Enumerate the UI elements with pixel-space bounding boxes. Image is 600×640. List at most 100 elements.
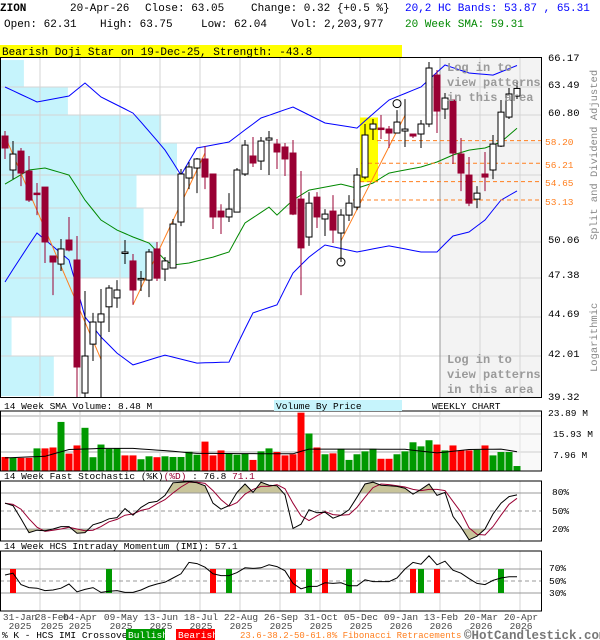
x-axis: 31-Jan202528-Feb202504-Apr202509-May2025… [3,612,538,632]
bullish-candle [393,121,401,134]
sma-value: 20 Week SMA: 59.31 [405,19,524,31]
volume-bar [401,451,409,471]
bullish-legend: Bullish [128,630,168,640]
imi-line [4,555,518,593]
volume-bar [57,421,65,471]
x-tick-label: 31-Jan [3,612,37,623]
x-tick-year: 2026 [470,621,493,632]
bullish-candle [353,174,361,208]
imi-panel [0,550,542,612]
volume-bar [177,456,185,471]
bullish-candle [185,166,193,179]
bearish-candle [33,192,41,196]
chart-type-label: WEEKLY CHART [432,401,501,412]
volume-bar [353,454,361,471]
volume-bar [137,459,145,471]
svg-text:in this area: in this area [447,383,533,397]
volume-bar [97,444,105,471]
volume-bar [201,441,209,471]
fib-label: 58.20 [545,137,574,148]
x-tick-year: 2026 [430,621,453,632]
volume-bar [233,454,241,471]
volume-bar [273,452,281,471]
volume-bar [449,445,457,471]
volume-tick: 15.93 M [553,429,593,440]
volume-bar [33,448,41,471]
price-label: 60.80 [548,108,580,120]
bullish-candle [345,202,353,216]
bearish-crossover-bar [290,569,296,593]
bullish-candle [417,123,425,135]
x-tick-label: 05-Dec [344,612,379,623]
volume-bar [241,453,249,471]
volume-bar [329,453,337,471]
close-value: Close: 63.05 [145,3,224,15]
bullish-candle [425,67,433,125]
volume-bar [209,455,217,471]
volume-bar [441,450,449,471]
bullish-candle [369,123,377,130]
bearish-candle [377,127,385,131]
volume-sma-line [4,447,518,459]
low-value: Low: 62.04 [201,19,267,31]
volume-by-price-bar [1,356,54,396]
svg-text:in this area: in this area [447,91,533,105]
volume-bar [185,451,193,471]
stoch-tick: 20% [552,524,569,535]
bearish-candle [289,152,297,215]
change-value: Change: 0.32 {+0.5 %} [251,3,390,15]
stoch-frame [0,480,542,542]
bullish-candle [89,321,97,345]
bullish-candle [361,134,369,178]
login-overlay-bottom[interactable]: Log in to view patterns in this area [447,353,541,397]
volume-bar [385,458,393,471]
bearish-swatch [176,629,215,640]
pattern-banner [0,45,402,57]
price-panel [0,57,542,398]
bearish-candle [17,150,25,174]
bullish-crossover-bar [346,569,352,593]
volume-bar [25,457,33,471]
x-tick-year: 2025 [310,621,333,632]
volume-by-price-bar [1,143,177,176]
volume-tick: 7.96 M [553,450,588,461]
x-tick-label: 28-Feb [35,612,70,623]
x-tick-year: 2025 [69,621,92,632]
volume-by-price-bar [1,278,81,318]
logarithmic-label: Logarithmic [589,303,600,372]
bearish-candle [281,146,289,160]
volume-bar [337,448,345,471]
x-tick-year: 2026 [390,621,413,632]
volume-bar [377,458,385,471]
imi-tick: 70% [549,563,566,574]
price-label: 42.01 [548,349,580,361]
bearish-candle [297,198,305,249]
bearish-candle [209,173,217,218]
volume-bar [409,442,417,471]
bearish-candle [385,128,393,134]
x-tick-year: 2025 [41,621,64,632]
bearish-crossover-bar [210,569,216,593]
volume-title: 14 Week SMA Volume: 8.48 M [4,401,153,412]
volume-bar [73,445,81,471]
bullish-candle [305,202,313,238]
price-label: 47.38 [548,270,580,282]
fib-label: 53.13 [545,197,574,208]
svg-text:Log in to: Log in to [447,61,512,75]
bearish-candle [1,135,9,149]
bullish-candle [193,158,201,169]
volume-bar [225,453,233,471]
volume-bar [9,457,17,471]
volume-bar [369,448,377,471]
bullish-candle [241,144,249,175]
imi-frame [0,550,542,612]
volume-panel [0,410,542,472]
bullish-candle [489,143,497,171]
copyright-logo[interactable]: ©HotCandlestick.com [464,629,600,640]
bearish-candle [49,255,57,263]
volume-bar [121,455,129,471]
bullish-candle [505,93,513,118]
login-overlay-top[interactable]: Log in to view patterns in this area [447,61,541,105]
bearish-candle [409,133,417,137]
bullish-candle [145,251,153,281]
